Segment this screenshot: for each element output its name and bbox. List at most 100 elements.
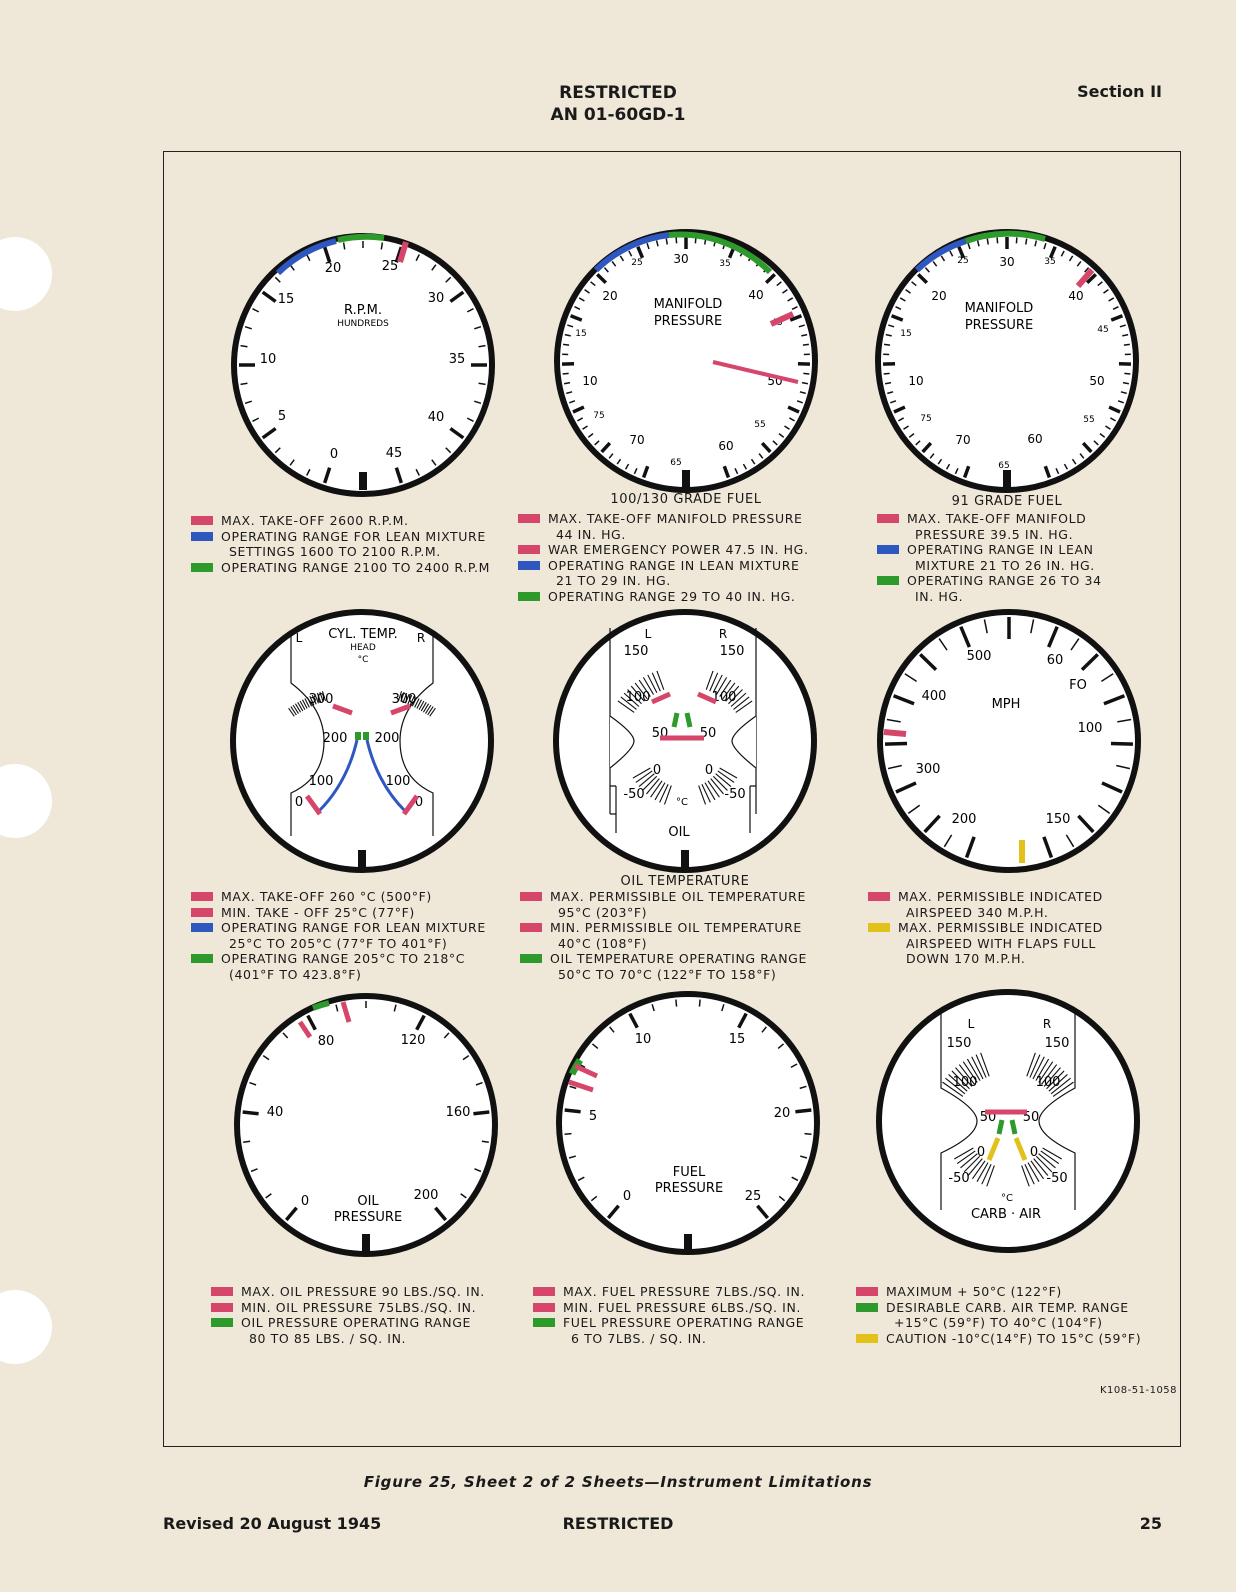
oil-pressure-legend: MAX. OIL PRESSURE 90 LBS./SQ. IN. MIN. OI… bbox=[211, 1284, 531, 1346]
carburetor-air-temp-gauge: L R 150 150 100 100 50 50 0 0 -50 -50 °C… bbox=[876, 989, 1140, 1253]
rpm-subtitle: HUNDREDS bbox=[337, 319, 389, 329]
manifold-pressure-130-gauge: MANIFOLD PRESSURE 10 15 20 25 30 35 40 4… bbox=[554, 229, 818, 493]
svg-text:150: 150 bbox=[947, 1036, 972, 1051]
rpm-gauge: R.P.M. HUNDREDS 0 5 10 15 20 25 30 35 40… bbox=[231, 233, 495, 497]
legend-swatch-blue bbox=[877, 545, 899, 554]
svg-text:100: 100 bbox=[953, 1075, 978, 1090]
svg-text:100: 100 bbox=[1078, 721, 1103, 736]
cyl-legend: MAX. TAKE-OFF 260 °C (500°F) MIN. TAKE - … bbox=[191, 889, 521, 982]
legend-text: AIRSPEED 340 M.P.H. bbox=[906, 904, 1049, 920]
legend-text: 44 IN. HG. bbox=[556, 526, 626, 542]
legend-text: MIN. PERMISSIBLE OIL TEMPERATURE bbox=[550, 920, 802, 935]
svg-text:60: 60 bbox=[1047, 653, 1064, 668]
svg-text:20: 20 bbox=[325, 261, 342, 276]
svg-text:-50: -50 bbox=[623, 787, 644, 802]
legend-swatch-green bbox=[518, 591, 540, 601]
legend-item: OIL PRESSURE OPERATING RANGE 80 TO 85 LBS… bbox=[211, 1315, 531, 1346]
legend-text: +15°C (59°F) TO 40°C (104°F) bbox=[894, 1315, 1103, 1330]
svg-text:25: 25 bbox=[382, 259, 399, 274]
svg-text:15: 15 bbox=[575, 329, 586, 339]
svg-text:°C: °C bbox=[358, 655, 369, 665]
fuel-pressure-legend: MAX. FUEL PRESSURE 7LBS./SQ. IN. MIN. FUE… bbox=[533, 1284, 853, 1346]
svg-text:30: 30 bbox=[428, 291, 445, 306]
legend-text: MAX. PERMISSIBLE INDICATED bbox=[898, 889, 1103, 904]
rpm-max-takeoff-mark bbox=[397, 241, 409, 263]
legend-swatch-red bbox=[868, 892, 890, 901]
svg-text:55: 55 bbox=[1083, 415, 1094, 425]
mp130-caption: 100/130 GRADE FUEL bbox=[610, 492, 762, 507]
svg-text:160: 160 bbox=[446, 1105, 471, 1120]
legend-swatch-red bbox=[877, 514, 899, 523]
svg-text:5: 5 bbox=[589, 1109, 597, 1124]
legend-text: MAX. TAKE-OFF 260 °C (500°F) bbox=[221, 889, 432, 904]
legend-item: WAR EMERGENCY POWER 47.5 IN. HG. bbox=[518, 542, 838, 558]
legend-text: 6 TO 7LBS. / SQ. IN. bbox=[571, 1330, 707, 1346]
svg-text:35: 35 bbox=[1044, 257, 1055, 267]
svg-text:20: 20 bbox=[774, 1106, 791, 1121]
revision-date: Revised 20 August 1945 bbox=[163, 1514, 382, 1533]
svg-text:0: 0 bbox=[330, 447, 338, 462]
svg-text:45: 45 bbox=[386, 446, 403, 461]
legend-text: OPERATING RANGE 205°C TO 218°C bbox=[221, 951, 466, 966]
legend-text: DOWN 170 M.P.H. bbox=[906, 951, 1026, 966]
svg-text:25: 25 bbox=[745, 1189, 762, 1204]
legend-item: OPERATING RANGE 29 TO 40 IN. HG. bbox=[518, 589, 838, 605]
svg-text:75: 75 bbox=[920, 414, 931, 424]
legend-item: OPERATING RANGE FOR LEAN MIXTURE 25°C TO … bbox=[191, 920, 521, 951]
legend-item: MAX. TAKE-OFF MANIFOLD PRESSURE 44 IN. HG… bbox=[518, 511, 838, 542]
svg-text:0: 0 bbox=[705, 763, 713, 778]
svg-text:75: 75 bbox=[593, 411, 604, 421]
legend-swatch-red bbox=[191, 892, 213, 901]
cylinder-head-temp-gauge: CYL. TEMP. HEAD °C L R 300 300 200 200 1… bbox=[230, 609, 494, 873]
svg-text:200: 200 bbox=[323, 731, 348, 746]
legend-swatch-blue bbox=[518, 560, 540, 570]
legend-text: OPERATING RANGE IN LEAN MIXTURE bbox=[548, 557, 800, 573]
svg-text:150: 150 bbox=[1045, 1036, 1070, 1051]
legend-text: 25°C TO 205°C (77°F TO 401°F) bbox=[229, 935, 448, 951]
legend-item: MAX. TAKE-OFF MANIFOLD PRESSURE 39.5 IN. … bbox=[877, 511, 1167, 542]
legend-item: OPERATING RANGE 205°C TO 218°C (401°F TO … bbox=[191, 951, 521, 982]
svg-text:30: 30 bbox=[673, 252, 688, 266]
document-header: RESTRICTED AN 01-60GD-1 bbox=[0, 82, 1236, 126]
legend-swatch-yellow bbox=[856, 1333, 878, 1343]
legend-swatch-green bbox=[533, 1318, 555, 1327]
legend-swatch-blue bbox=[191, 531, 213, 541]
svg-text:150: 150 bbox=[624, 644, 649, 659]
svg-text:65: 65 bbox=[998, 461, 1009, 471]
svg-text:-50: -50 bbox=[948, 1171, 969, 1186]
svg-text:60: 60 bbox=[718, 439, 733, 453]
svg-text:R: R bbox=[417, 631, 425, 645]
legend-text: 40°C (108°F) bbox=[558, 935, 648, 951]
legend-swatch-green bbox=[520, 954, 542, 963]
legend-text: MAX. TAKE-OFF MANIFOLD bbox=[907, 511, 1087, 526]
legend-text: IN. HG. bbox=[915, 588, 964, 604]
svg-text:35: 35 bbox=[719, 259, 730, 269]
legend-text: (401°F TO 423.8°F) bbox=[229, 966, 362, 982]
legend-swatch-green bbox=[856, 1302, 878, 1312]
legend-item: MIN. TAKE - OFF 25°C (77°F) bbox=[191, 905, 521, 921]
legend-item: OPERATING RANGE FOR LEAN MIXTURE SETTINGS… bbox=[191, 529, 521, 560]
svg-text:0: 0 bbox=[415, 795, 423, 810]
svg-text:L: L bbox=[968, 1017, 975, 1031]
airspeed-title: MPH bbox=[992, 697, 1021, 712]
legend-swatch-red bbox=[211, 1287, 233, 1296]
legend-swatch-red bbox=[518, 545, 540, 554]
legend-swatch-blue bbox=[191, 923, 213, 932]
carb-air-label: CARB · AIR bbox=[971, 1207, 1041, 1222]
fuel-pressure-title-1: FUEL bbox=[673, 1165, 706, 1180]
svg-text:40: 40 bbox=[267, 1105, 284, 1120]
svg-text:120: 120 bbox=[401, 1033, 426, 1048]
mp130-legend: MAX. TAKE-OFF MANIFOLD PRESSURE 44 IN. HG… bbox=[518, 511, 838, 604]
mp91-title-line1: MANIFOLD bbox=[965, 301, 1034, 316]
svg-text:55: 55 bbox=[754, 420, 765, 430]
legend-swatch-red bbox=[191, 516, 213, 525]
oil-label: OIL bbox=[668, 825, 690, 840]
legend-text: OPERATING RANGE FOR LEAN MIXTURE bbox=[221, 920, 486, 935]
legend-swatch-red bbox=[518, 514, 540, 523]
legend-swatch-red bbox=[520, 892, 542, 901]
svg-text:0: 0 bbox=[301, 1194, 309, 1209]
binder-hole-middle bbox=[0, 764, 52, 838]
oil-temperature-gauge: L R 150 150 100 100 50 50 0 0 -50 -50 °C… bbox=[553, 609, 817, 873]
svg-text:15: 15 bbox=[729, 1032, 746, 1047]
svg-text:300: 300 bbox=[916, 762, 941, 777]
